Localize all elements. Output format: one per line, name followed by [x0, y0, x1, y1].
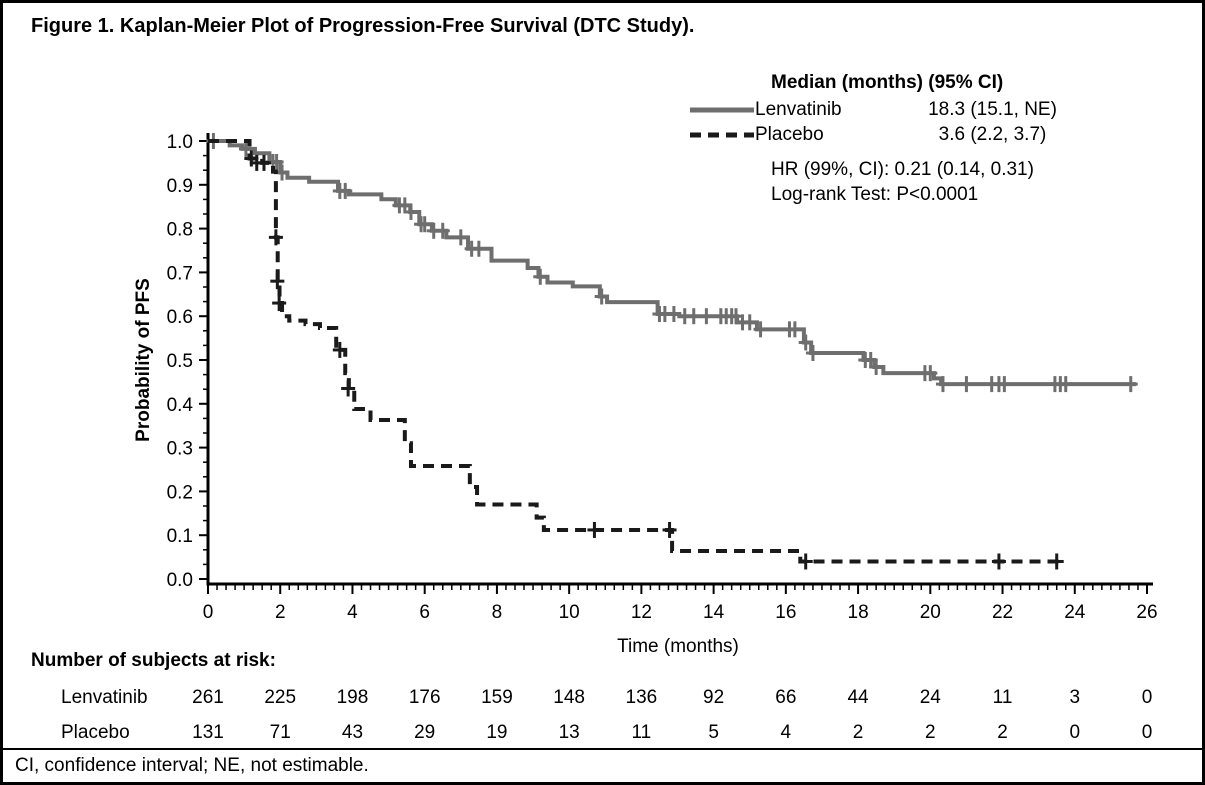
risk-count: 66	[775, 687, 797, 708]
legend-header: Median (months) (95% CI)	[771, 72, 1004, 93]
svg-text:20: 20	[920, 602, 941, 623]
risk-row-lenvatinib: Lenvatinib 261 225 198 176 159 148 136 92 66 44 24…	[3, 687, 1202, 709]
svg-text:22: 22	[992, 602, 1013, 623]
svg-text:12: 12	[631, 602, 652, 623]
svg-text:0.5: 0.5	[167, 351, 193, 372]
footnote-divider	[3, 748, 1202, 750]
figure-title: Figure 1. Kaplan-Meier Plot of Progressi…	[31, 15, 695, 37]
svg-text:0.0: 0.0	[167, 570, 193, 591]
legend-name: Placebo	[755, 123, 824, 145]
svg-text:18: 18	[848, 602, 869, 623]
risk-count: 92	[703, 687, 725, 708]
risk-count: 13	[558, 722, 580, 743]
risk-count: 11	[631, 722, 652, 743]
risk-count: 11	[992, 687, 1013, 708]
hazard-ratio-text: HR (99%, CI): 0.21 (0.14, 0.31)	[771, 159, 1034, 180]
risk-count: 5	[708, 722, 719, 743]
y-axis-label: Probability of PFS	[133, 278, 154, 442]
svg-text:8: 8	[492, 602, 503, 623]
x-axis-label: Time (months)	[617, 636, 739, 657]
svg-text:1.0: 1.0	[167, 132, 193, 153]
risk-count: 176	[408, 687, 441, 708]
risk-count: 4	[780, 722, 792, 743]
risk-count: 2	[852, 722, 864, 743]
svg-text:16: 16	[775, 602, 796, 623]
risk-count: 3	[1069, 687, 1081, 708]
risk-count: 148	[553, 687, 585, 708]
svg-text:0.1: 0.1	[167, 526, 193, 547]
risk-count: 44	[847, 687, 869, 708]
risk-count: 261	[192, 687, 224, 708]
risk-count: 43	[341, 722, 364, 743]
svg-text:0.2: 0.2	[167, 482, 193, 503]
svg-text:0.3: 0.3	[167, 439, 193, 460]
risk-count: 0	[1141, 687, 1153, 708]
svg-text:26: 26	[1136, 602, 1157, 623]
risk-count: 159	[481, 687, 513, 708]
svg-text:2: 2	[275, 602, 286, 623]
risk-count: 136	[625, 687, 658, 708]
risk-table-header: Number of subjects at risk:	[31, 650, 276, 671]
svg-text:0.4: 0.4	[167, 395, 194, 416]
svg-text:6: 6	[419, 602, 430, 623]
svg-text:24: 24	[1064, 602, 1086, 623]
risk-count: 0	[1141, 722, 1153, 743]
risk-row-label: Placebo	[61, 722, 130, 743]
risk-count: 2	[997, 722, 1008, 743]
footnote: CI, confidence interval; NE, not estimab…	[15, 755, 369, 776]
svg-text:0: 0	[203, 602, 214, 623]
legend-row-placebo: Placebo 3.6 (2.2, 3.7)	[689, 122, 1080, 147]
km-plot-svg: 1.00.90.80.70.60.50.40.30.20.10.00 2 4 6 8 10…	[167, 132, 1158, 623]
risk-count: 24	[919, 687, 941, 708]
risk-count: 198	[336, 687, 369, 708]
risk-count: 131	[192, 722, 224, 743]
legend-row-lenvatinib: Lenvatinib 18.3 (15.1, NE)	[689, 97, 1080, 122]
risk-count: 2	[925, 722, 936, 743]
svg-text:0.9: 0.9	[167, 176, 193, 197]
risk-count: 19	[486, 722, 508, 743]
legend: Median (months) (95% CI) Lenvatinib 18.3…	[689, 72, 1080, 207]
legend-stats: HR (99%, CI): 0.21 (0.14, 0.31) Log-rank…	[771, 157, 1080, 207]
logrank-text: Log-rank Test: P<0.0001	[771, 184, 979, 205]
legend-name: Lenvatinib	[755, 98, 842, 120]
risk-count: 225	[264, 687, 297, 708]
svg-text:4: 4	[347, 602, 358, 623]
svg-text:0.8: 0.8	[167, 220, 193, 241]
risk-count: 71	[269, 722, 291, 743]
legend-median-value: 3.6 (2.2, 3.7)	[938, 123, 1047, 145]
svg-text:10: 10	[559, 602, 580, 623]
svg-text:0.6: 0.6	[167, 307, 193, 328]
risk-row-label: Lenvatinib	[61, 687, 148, 708]
risk-count: 29	[414, 722, 436, 743]
svg-text:14: 14	[703, 602, 725, 623]
placebo-line-sample-icon	[689, 130, 755, 140]
svg-text:0.7: 0.7	[167, 263, 193, 284]
risk-row-placebo: Placebo 131 71 43 29 19 13 11 5 4 2 2 2 0 0	[3, 722, 1202, 744]
risk-count: 0	[1069, 722, 1081, 743]
legend-median-value: 18.3 (15.1, NE)	[928, 98, 1057, 120]
lenvatinib-line-sample-icon	[689, 105, 755, 115]
